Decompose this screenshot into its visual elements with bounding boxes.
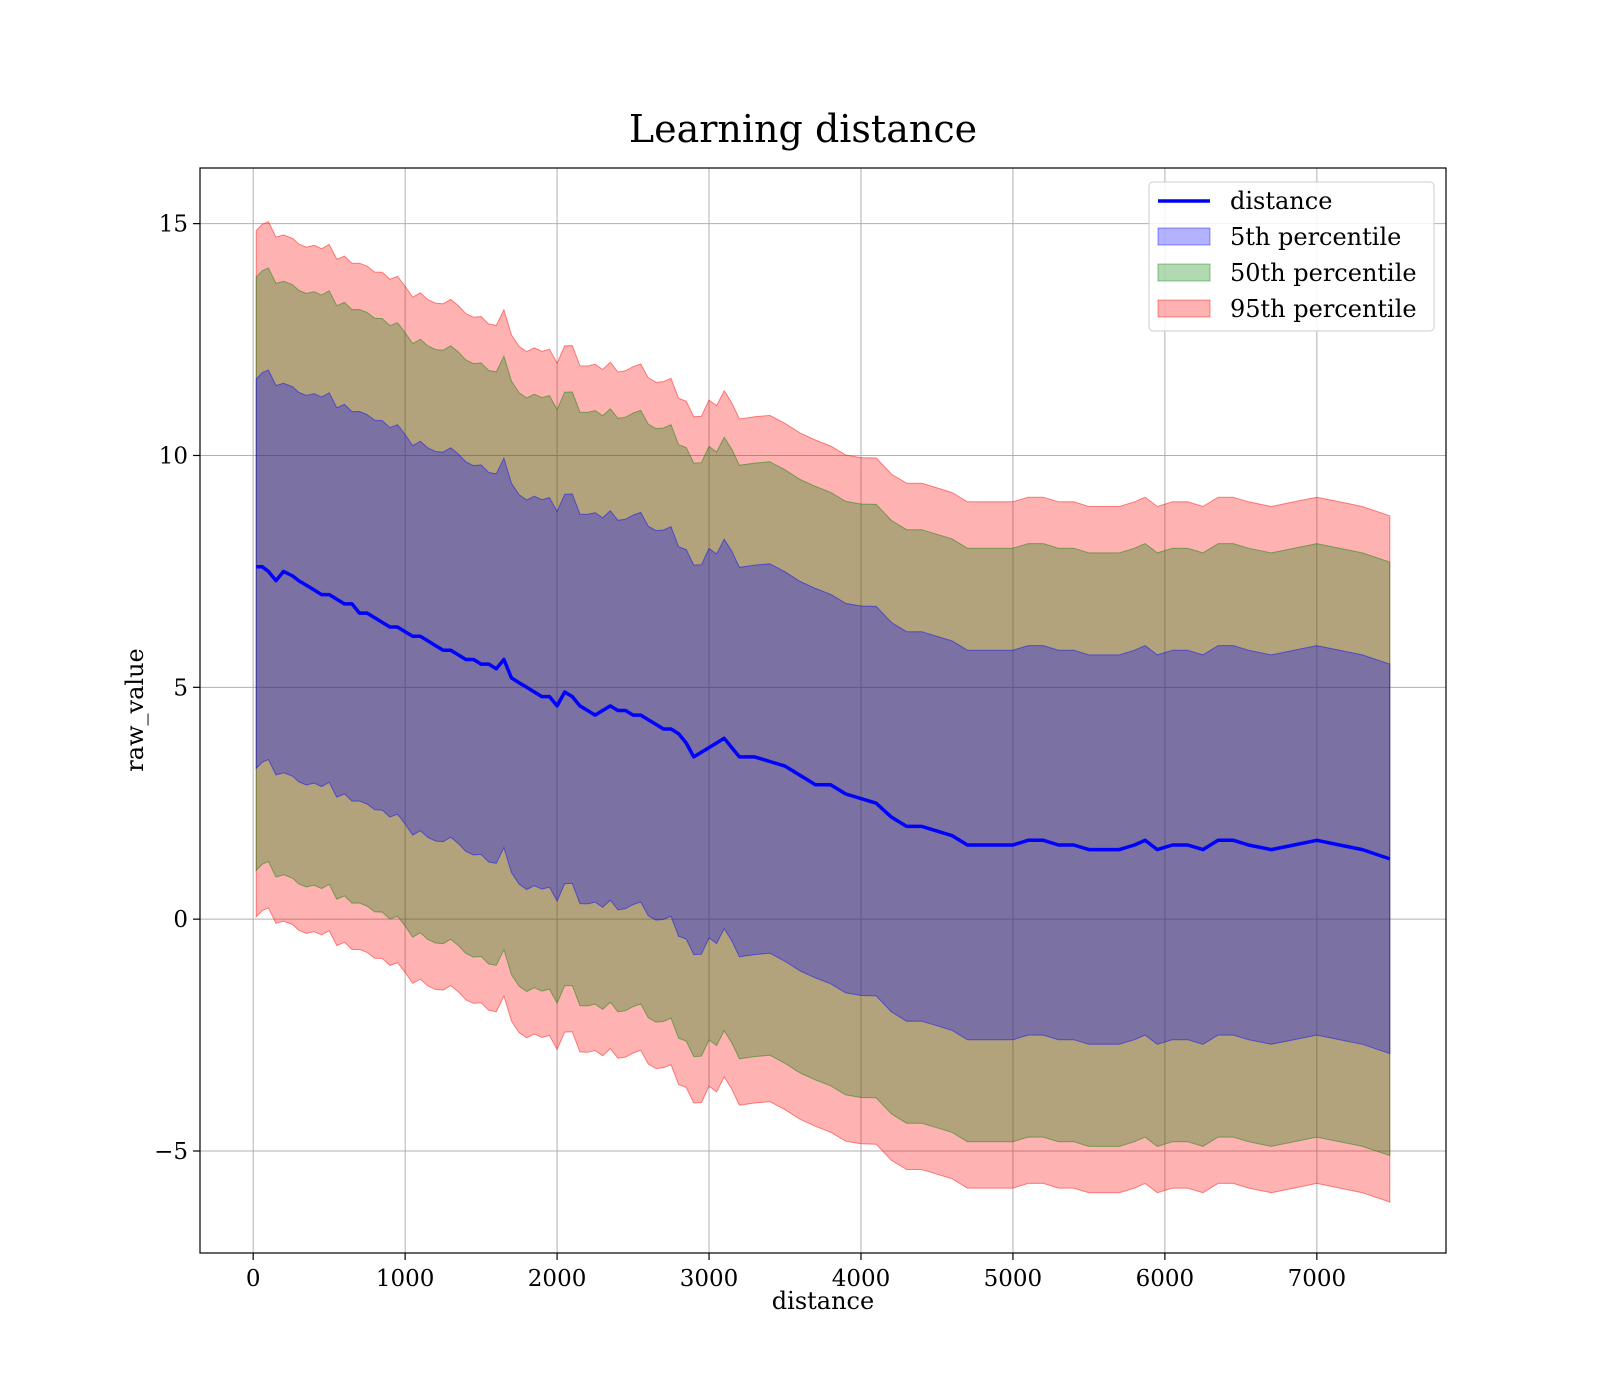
percentile-bands	[255, 220, 1391, 1203]
y-tick-label: −5	[154, 1139, 188, 1165]
x-tick-label: 0	[246, 1266, 261, 1292]
legend-swatch-95th-percentile	[1157, 299, 1211, 318]
y-tick-label: 10	[159, 443, 188, 469]
legend: distance 5th percentile 50th percentile …	[1148, 181, 1435, 332]
band-95th-percentile	[255, 220, 1391, 1203]
band-50th-percentile	[255, 267, 1391, 1157]
plot-area-frame	[199, 167, 1447, 1254]
y-axis-ticks: −5 0 5 10 15	[154, 212, 200, 1165]
x-tick-label: 1000	[376, 1266, 435, 1292]
y-tick-label: 0	[173, 907, 188, 933]
series-line-distance	[256, 565, 1391, 861]
legend-box	[1148, 181, 1435, 332]
x-axis-ticks: 0 1000 2000 3000 4000 5000 6000 7000	[246, 1253, 1346, 1292]
legend-swatch-5th-percentile	[1157, 227, 1211, 246]
chart-title: Learning distance	[629, 107, 977, 151]
x-tick-label: 2000	[528, 1266, 587, 1292]
x-tick-label: 7000	[1288, 1266, 1347, 1292]
x-axis-label: distance	[772, 1287, 874, 1315]
grid-lines	[200, 168, 1446, 1253]
legend-label-95th-percentile: 95th percentile	[1230, 295, 1417, 323]
legend-label-distance: distance	[1230, 187, 1332, 215]
legend-label-50th-percentile: 50th percentile	[1230, 259, 1417, 287]
legend-swatch-50th-percentile	[1157, 263, 1211, 282]
series-lines	[256, 565, 1391, 861]
legend-label-5th-percentile: 5th percentile	[1230, 223, 1401, 251]
y-axis-label: raw_value	[121, 648, 149, 772]
x-tick-label: 3000	[680, 1266, 739, 1292]
y-tick-label: 15	[159, 212, 188, 238]
x-tick-label: 6000	[1136, 1266, 1195, 1292]
x-tick-label: 4000	[832, 1266, 891, 1292]
band-5th-percentile	[255, 369, 1391, 1055]
y-tick-label: 5	[173, 675, 188, 701]
x-tick-label: 5000	[984, 1266, 1043, 1292]
